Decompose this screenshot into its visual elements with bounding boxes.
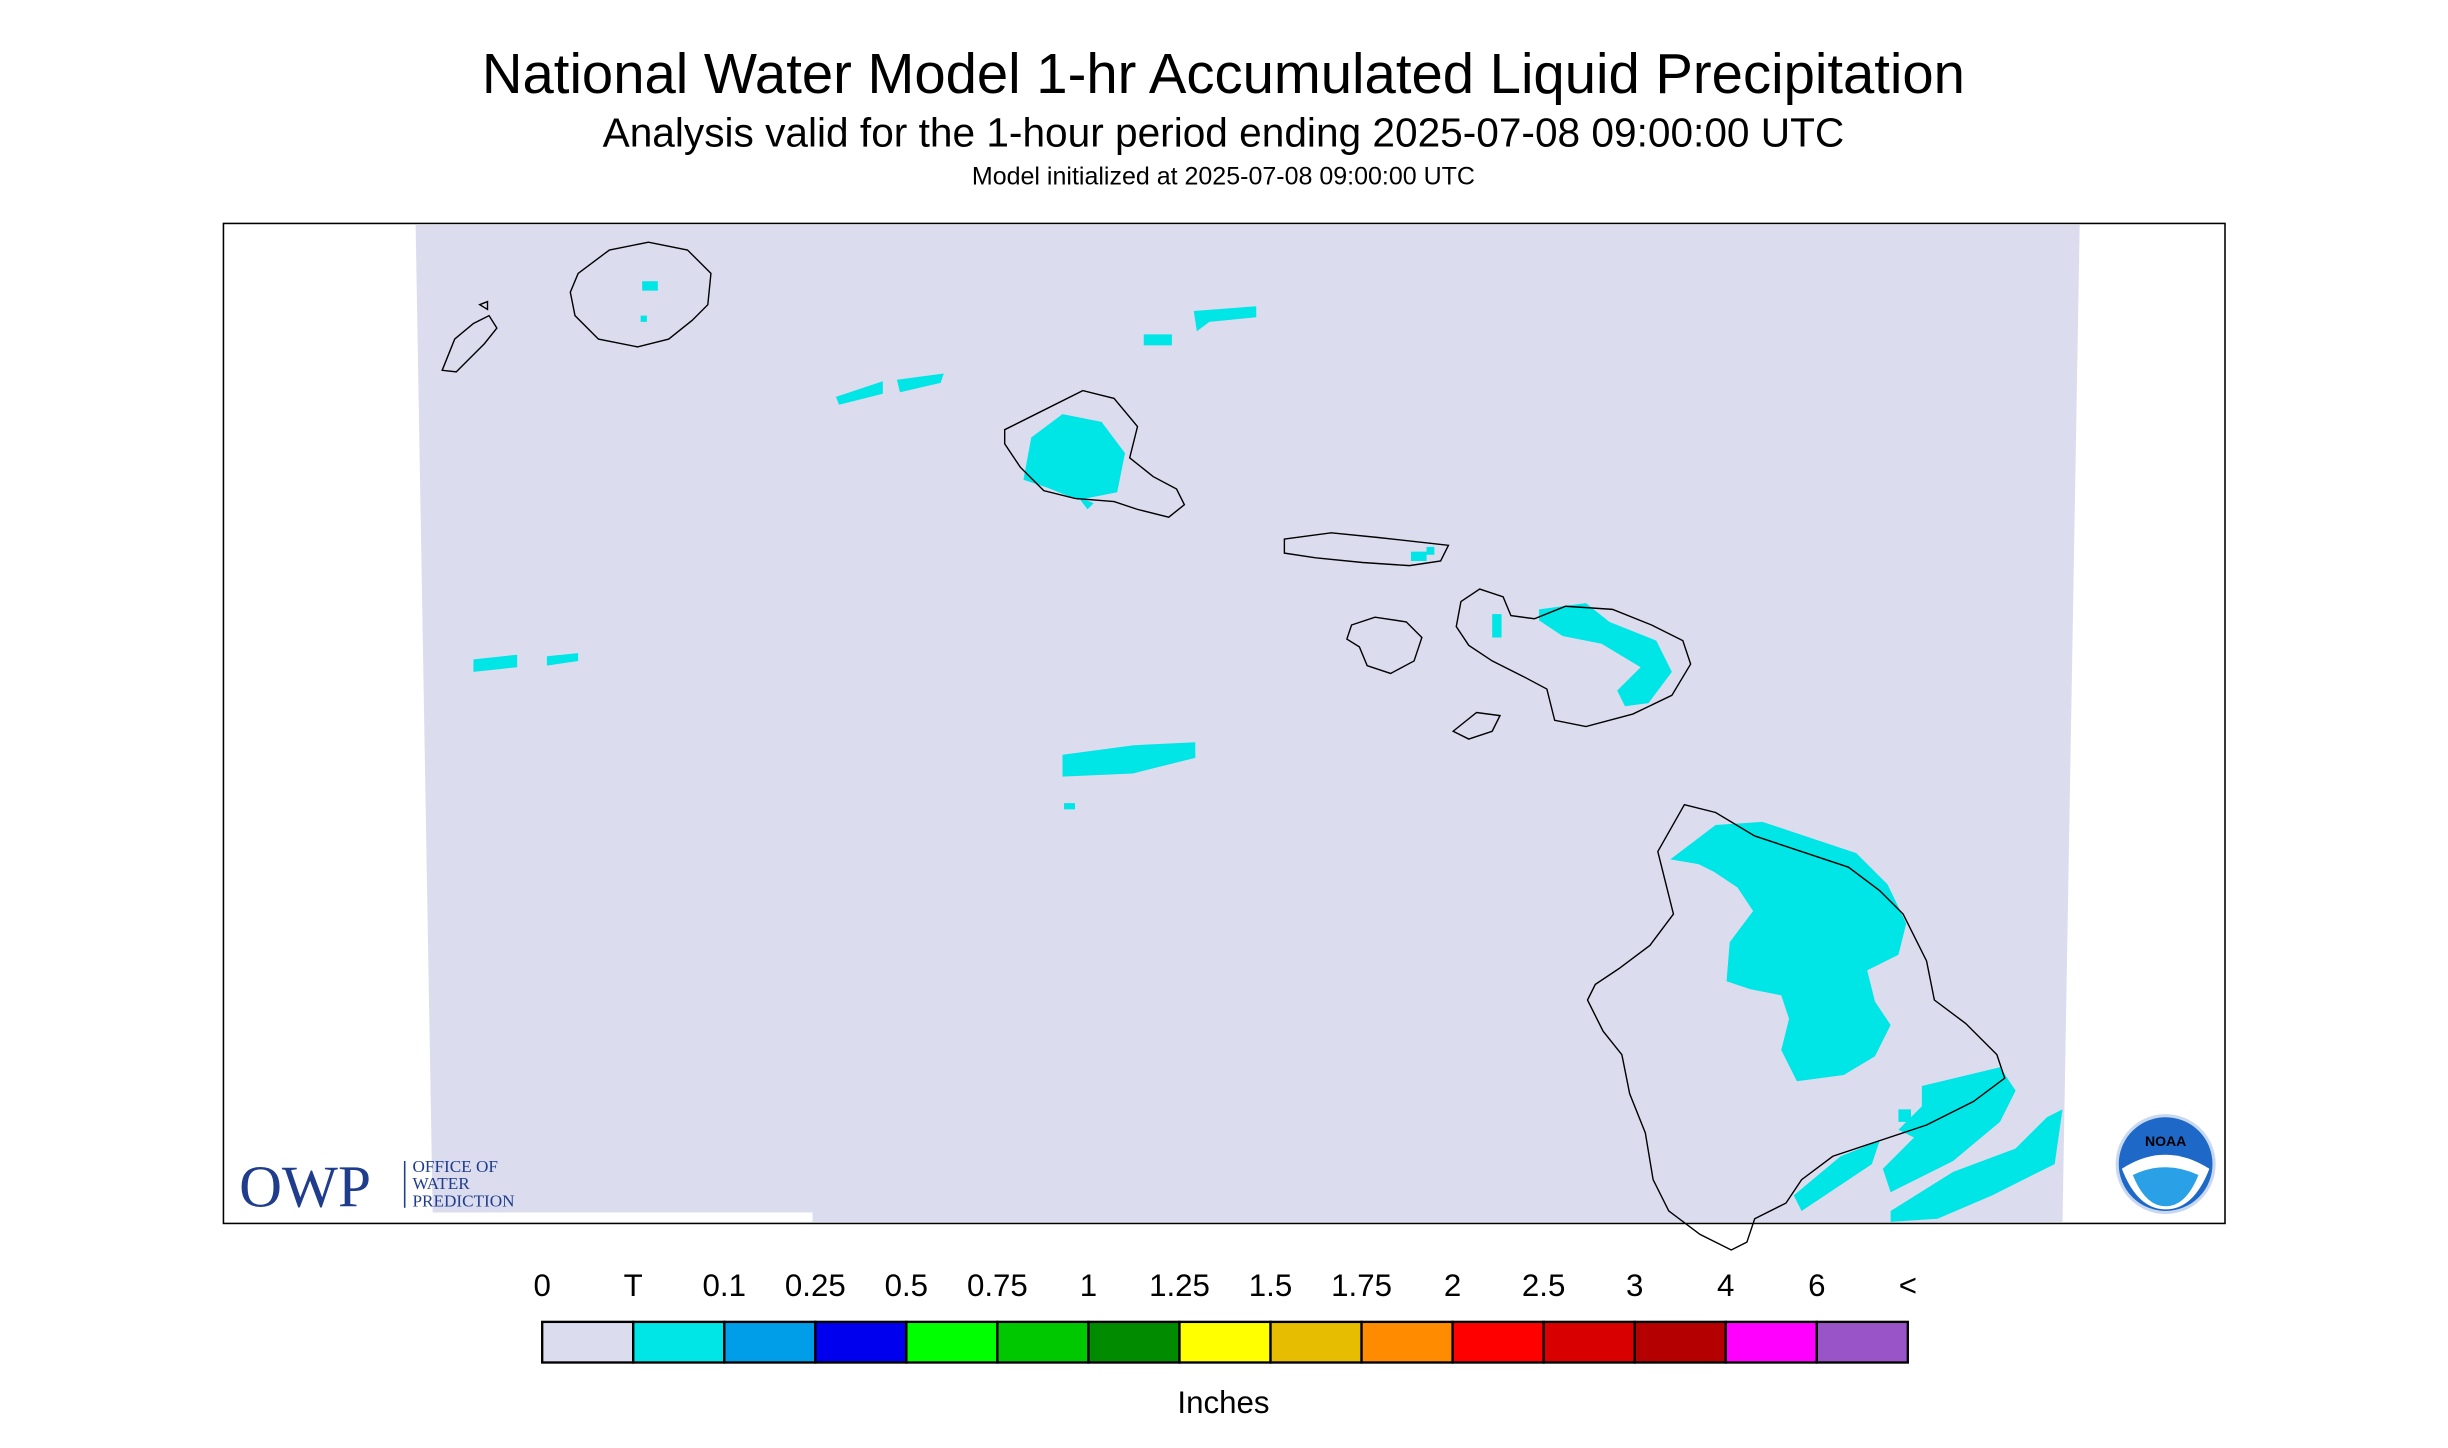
coastlines — [441, 241, 2006, 1251]
legend-label: T — [624, 1268, 643, 1303]
legend-unit: Inches — [1177, 1385, 1269, 1420]
legend-swatch — [1451, 1320, 1545, 1364]
owp-line: OFFICE OF — [413, 1157, 498, 1176]
legend-label: < — [1899, 1268, 1917, 1303]
legend-swatch — [1724, 1320, 1818, 1364]
legend-label: 2 — [1444, 1268, 1461, 1303]
legend-label: 2.5 — [1522, 1268, 1565, 1303]
legend-label: 1 — [1080, 1268, 1097, 1303]
legend-swatch — [723, 1320, 817, 1364]
legend-label: 0 — [533, 1268, 550, 1303]
legend-swatch — [1360, 1320, 1454, 1364]
legend-swatch — [541, 1320, 635, 1364]
noaa-logo: NOAA — [2115, 1114, 2216, 1215]
legend-label: 0.1 — [703, 1268, 746, 1303]
legend-swatch — [632, 1320, 726, 1364]
map: OWP OFFICE OF WATER PREDICTION NOAA — [222, 222, 2226, 1251]
noaa-text: NOAA — [2145, 1133, 2186, 1149]
domain-edge — [225, 1212, 813, 1222]
legend-swatch — [1087, 1320, 1181, 1364]
legend-label: 1.5 — [1249, 1268, 1292, 1303]
title: National Water Model 1-hr Accumulated Li… — [482, 42, 1965, 105]
owp-line: PREDICTION — [413, 1191, 515, 1210]
legend-swatch — [1269, 1320, 1363, 1364]
legend-swatch — [814, 1320, 908, 1364]
legend-label: 1.25 — [1149, 1268, 1210, 1303]
subtitle: Analysis valid for the 1-hour period end… — [603, 110, 1845, 156]
legend-swatch — [996, 1320, 1090, 1364]
owp-line: WATER — [413, 1174, 471, 1193]
legend-label: 0.75 — [967, 1268, 1028, 1303]
precip-areas — [473, 281, 2063, 1222]
init-time: Model initialized at 2025-07-08 09:00:00… — [972, 163, 1475, 191]
legend-swatch — [1542, 1320, 1636, 1364]
legend: 0 T 0.1 0.25 0.5 0.75 1 1.25 1.5 1.75 2 2.5 3 4 6 < — [533, 1268, 1917, 1364]
legend-swatch — [1633, 1320, 1727, 1364]
legend-label: 3 — [1626, 1268, 1643, 1303]
legend-label: 0.25 — [785, 1268, 846, 1303]
legend-label: 0.5 — [885, 1268, 928, 1303]
legend-swatch — [1178, 1320, 1272, 1364]
legend-label: 6 — [1808, 1268, 1825, 1303]
legend-label: 4 — [1717, 1268, 1734, 1303]
legend-swatch — [1815, 1320, 1909, 1364]
domain-edge — [1681, 1215, 1994, 1222]
owp-logo: OWP OFFICE OF WATER PREDICTION — [239, 1153, 515, 1219]
legend-label: 1.75 — [1331, 1268, 1392, 1303]
owp-mark: OWP — [239, 1153, 371, 1219]
model-domain — [415, 225, 2080, 1222]
legend-swatch — [905, 1320, 999, 1364]
